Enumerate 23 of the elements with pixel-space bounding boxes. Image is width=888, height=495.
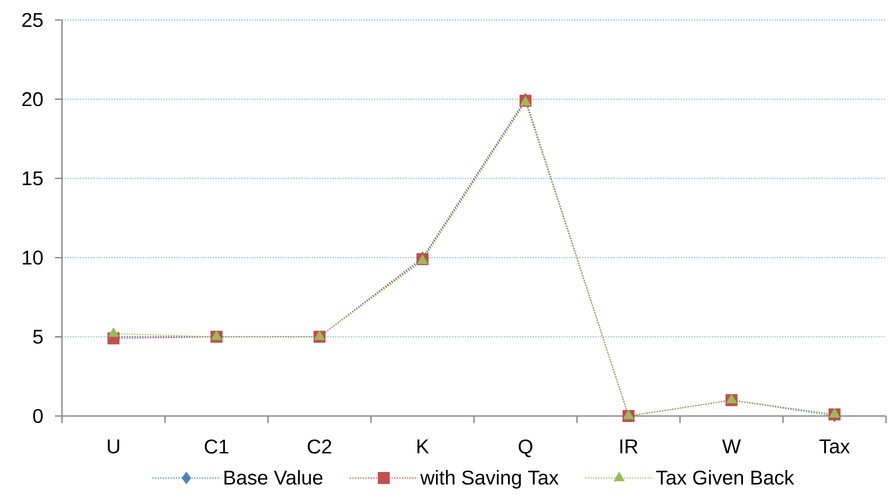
x-tick-label: U bbox=[108, 440, 120, 454]
y-tick-label: 0 bbox=[33, 408, 43, 424]
x-tick-label: C2 bbox=[308, 440, 332, 454]
y-tick-label: 5 bbox=[33, 330, 43, 344]
x-tick-label: W bbox=[722, 440, 741, 454]
point bbox=[314, 330, 325, 340]
point bbox=[726, 394, 737, 404]
point bbox=[829, 408, 840, 418]
point bbox=[108, 328, 119, 337]
point bbox=[211, 330, 222, 340]
y-tick-label: 25 bbox=[22, 12, 43, 28]
legend-label: with Saving Tax bbox=[420, 470, 558, 489]
y-tick-label: 20 bbox=[22, 92, 43, 106]
x-tick-label: Q bbox=[518, 440, 532, 458]
x-tick-label: K bbox=[418, 440, 429, 454]
y-tick-label: 15 bbox=[22, 171, 43, 186]
point bbox=[623, 410, 634, 420]
x-tick-label: C1 bbox=[204, 440, 228, 454]
legend-label: Tax Given Back bbox=[656, 470, 794, 485]
x-tick-label: Tax bbox=[819, 440, 850, 454]
x-tick-label: IR bbox=[620, 440, 638, 454]
y-tick-label: 10 bbox=[22, 250, 43, 265]
legend-label: Base Value bbox=[224, 470, 322, 485]
